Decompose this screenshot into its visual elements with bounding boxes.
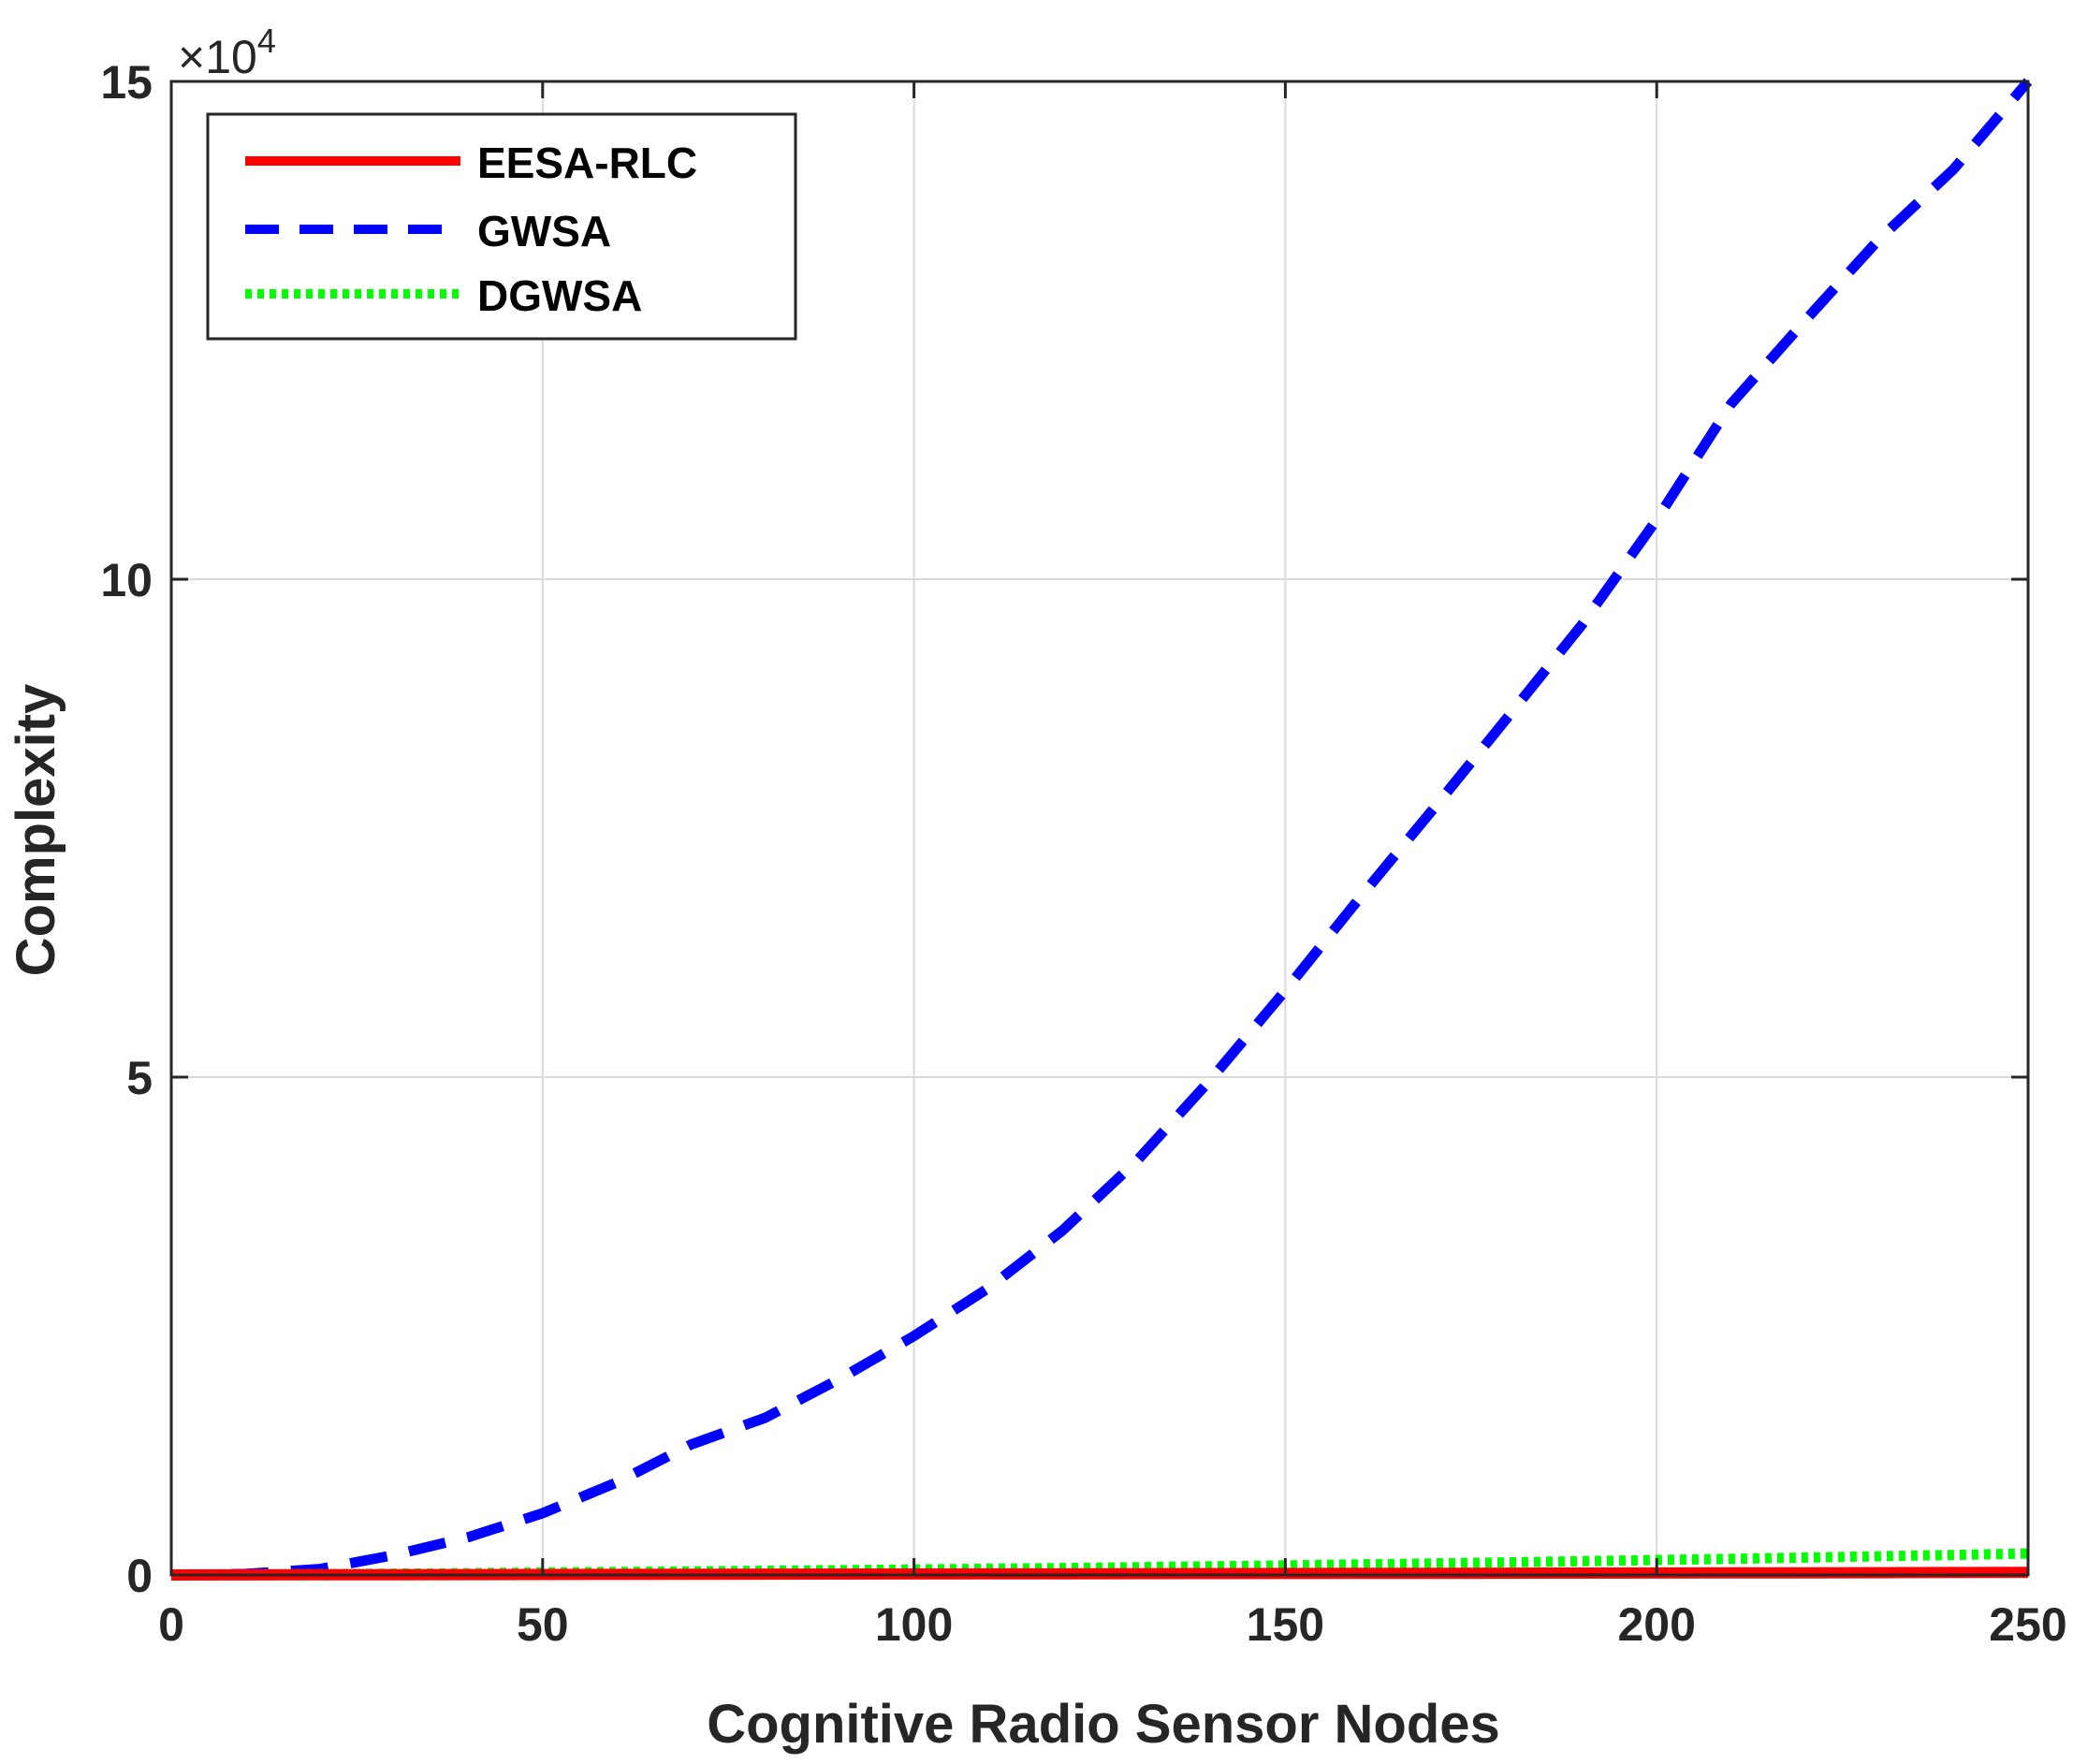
legend: EESA-RLC GWSA DGWSA <box>206 112 797 341</box>
y-axis-label: Complexity <box>6 684 66 977</box>
series-line-gwsa <box>170 78 2033 1581</box>
y-tick-label: 15 <box>100 56 153 109</box>
x-tick-label: 100 <box>875 1598 953 1651</box>
y-tick-labels: 0 5 10 15 <box>100 56 153 1602</box>
y-multiplier-base: ×10 <box>178 31 257 83</box>
x-tick-label: 250 <box>1989 1598 2066 1651</box>
y-tick-label: 5 <box>126 1052 153 1104</box>
y-multiplier: ×104 <box>178 22 276 83</box>
x-tick-label: 0 <box>158 1598 184 1651</box>
y-tick-label: 10 <box>100 554 153 606</box>
x-tick-labels: 0 50 100 150 200 250 <box>158 1598 2067 1651</box>
axis-ticks <box>169 80 2030 1577</box>
x-tick-label: 200 <box>1617 1598 1695 1651</box>
legend-label-gwsa: GWSA <box>477 207 611 255</box>
y-tick-label: 0 <box>126 1550 153 1602</box>
legend-label-eesa-rlc: EESA-RLC <box>477 138 697 187</box>
x-axis-label: Cognitive Radio Sensor Nodes <box>707 1694 1500 1755</box>
legend-label-dgwsa: DGWSA <box>477 271 642 320</box>
plot-frame <box>169 80 2030 1577</box>
x-tick-label: 150 <box>1247 1598 1324 1651</box>
x-tick-label: 50 <box>517 1598 569 1651</box>
y-multiplier-exponent: 4 <box>257 22 276 60</box>
